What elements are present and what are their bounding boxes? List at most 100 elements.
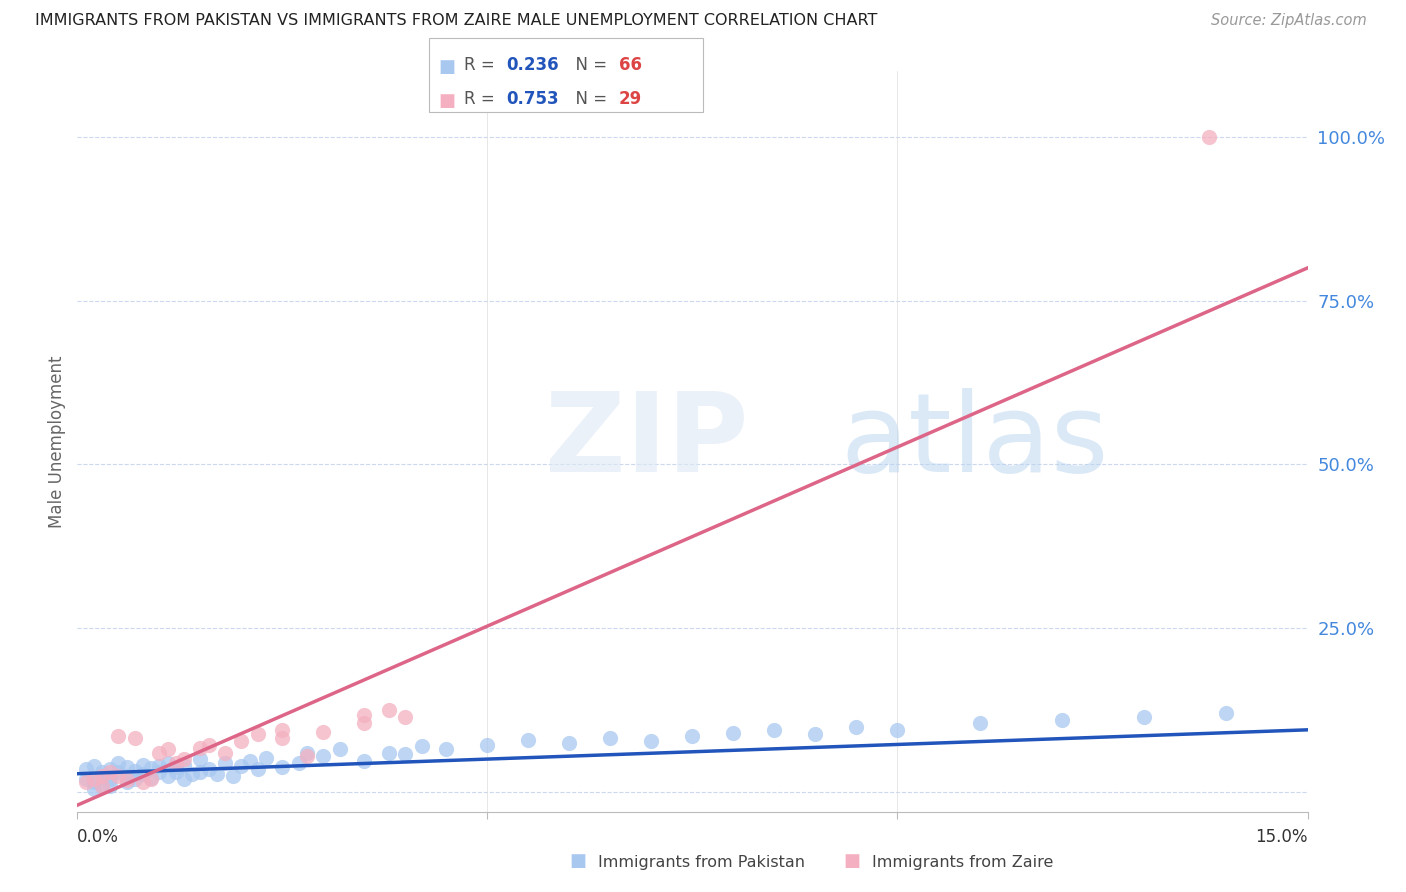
Point [173,757,195,772]
Point [246,762,269,776]
Point [436,742,458,756]
Point [378,703,401,717]
Text: 15.0%: 15.0% [1256,828,1308,847]
Point [239,754,262,768]
Point [378,746,401,760]
Text: 66: 66 [619,56,641,74]
Point [329,742,352,756]
Point [181,766,204,780]
Point [156,742,179,756]
Point [141,762,163,776]
Point [98,772,121,786]
Text: 0.236: 0.236 [506,56,558,74]
Point [141,772,163,786]
Text: ■: ■ [439,58,456,76]
Point [75,775,97,789]
Point [723,726,745,740]
Text: 0.753: 0.753 [506,90,558,108]
Text: Immigrants from Zaire: Immigrants from Zaire [872,855,1053,870]
Point [90,769,114,783]
Text: ZIP: ZIP [546,388,748,495]
Point [75,762,97,776]
Point [214,746,236,760]
Point [148,759,170,773]
Point [1215,706,1237,721]
Point [640,734,662,748]
Point [124,731,146,746]
Point [115,775,138,789]
Point [1050,713,1073,727]
Point [90,779,114,793]
Point [763,723,786,737]
Point [271,731,294,746]
Text: ■: ■ [844,852,860,870]
Point [477,738,499,752]
Point [75,772,97,786]
Point [288,756,311,770]
Point [83,772,105,786]
Point [156,769,179,783]
Point [107,765,129,780]
Point [98,779,121,793]
Point [90,765,114,780]
Text: atlas: atlas [841,388,1108,495]
Point [394,709,416,723]
Point [188,740,212,755]
Text: Immigrants from Pakistan: Immigrants from Pakistan [598,855,804,870]
Point [969,716,991,731]
Point [173,772,195,786]
Point [394,747,416,761]
Point [148,765,170,780]
Point [295,749,318,764]
Point [165,756,187,770]
Point [599,731,621,746]
Point [132,775,155,789]
Point [173,752,195,766]
Text: N =: N = [565,90,613,108]
Point [188,765,212,780]
Point [845,720,868,734]
Point [254,751,277,765]
Point [83,759,105,773]
Point [132,766,155,780]
Point [156,756,179,770]
Point [197,762,219,776]
Text: 0.0%: 0.0% [77,828,120,847]
Point [141,771,163,785]
Point [558,736,581,750]
Point [165,765,187,780]
Point [517,732,540,747]
Y-axis label: Male Unemployment: Male Unemployment [48,355,66,528]
Point [271,760,294,774]
Point [90,779,114,793]
Point [165,760,187,774]
Point [83,775,105,789]
Point [124,764,146,778]
Point [353,754,375,768]
Text: 29: 29 [619,90,643,108]
Point [107,730,129,744]
Point [98,762,121,776]
Point [98,765,121,780]
Text: Source: ZipAtlas.com: Source: ZipAtlas.com [1211,13,1367,29]
Text: R =: R = [464,90,501,108]
Point [231,759,253,773]
Point [205,766,228,780]
Point [124,772,146,786]
Text: ■: ■ [439,92,456,110]
Text: IMMIGRANTS FROM PAKISTAN VS IMMIGRANTS FROM ZAIRE MALE UNEMPLOYMENT CORRELATION : IMMIGRANTS FROM PAKISTAN VS IMMIGRANTS F… [35,13,877,29]
Point [115,769,138,783]
Point [295,746,318,760]
Text: ■: ■ [569,852,586,870]
Point [115,773,138,788]
Point [886,723,908,737]
Point [804,727,827,741]
Point [132,757,155,772]
Point [1198,129,1220,144]
Point [214,756,236,770]
Text: R =: R = [464,56,501,74]
Point [222,769,245,783]
Text: N =: N = [565,56,613,74]
Point [115,760,138,774]
Point [107,769,129,783]
